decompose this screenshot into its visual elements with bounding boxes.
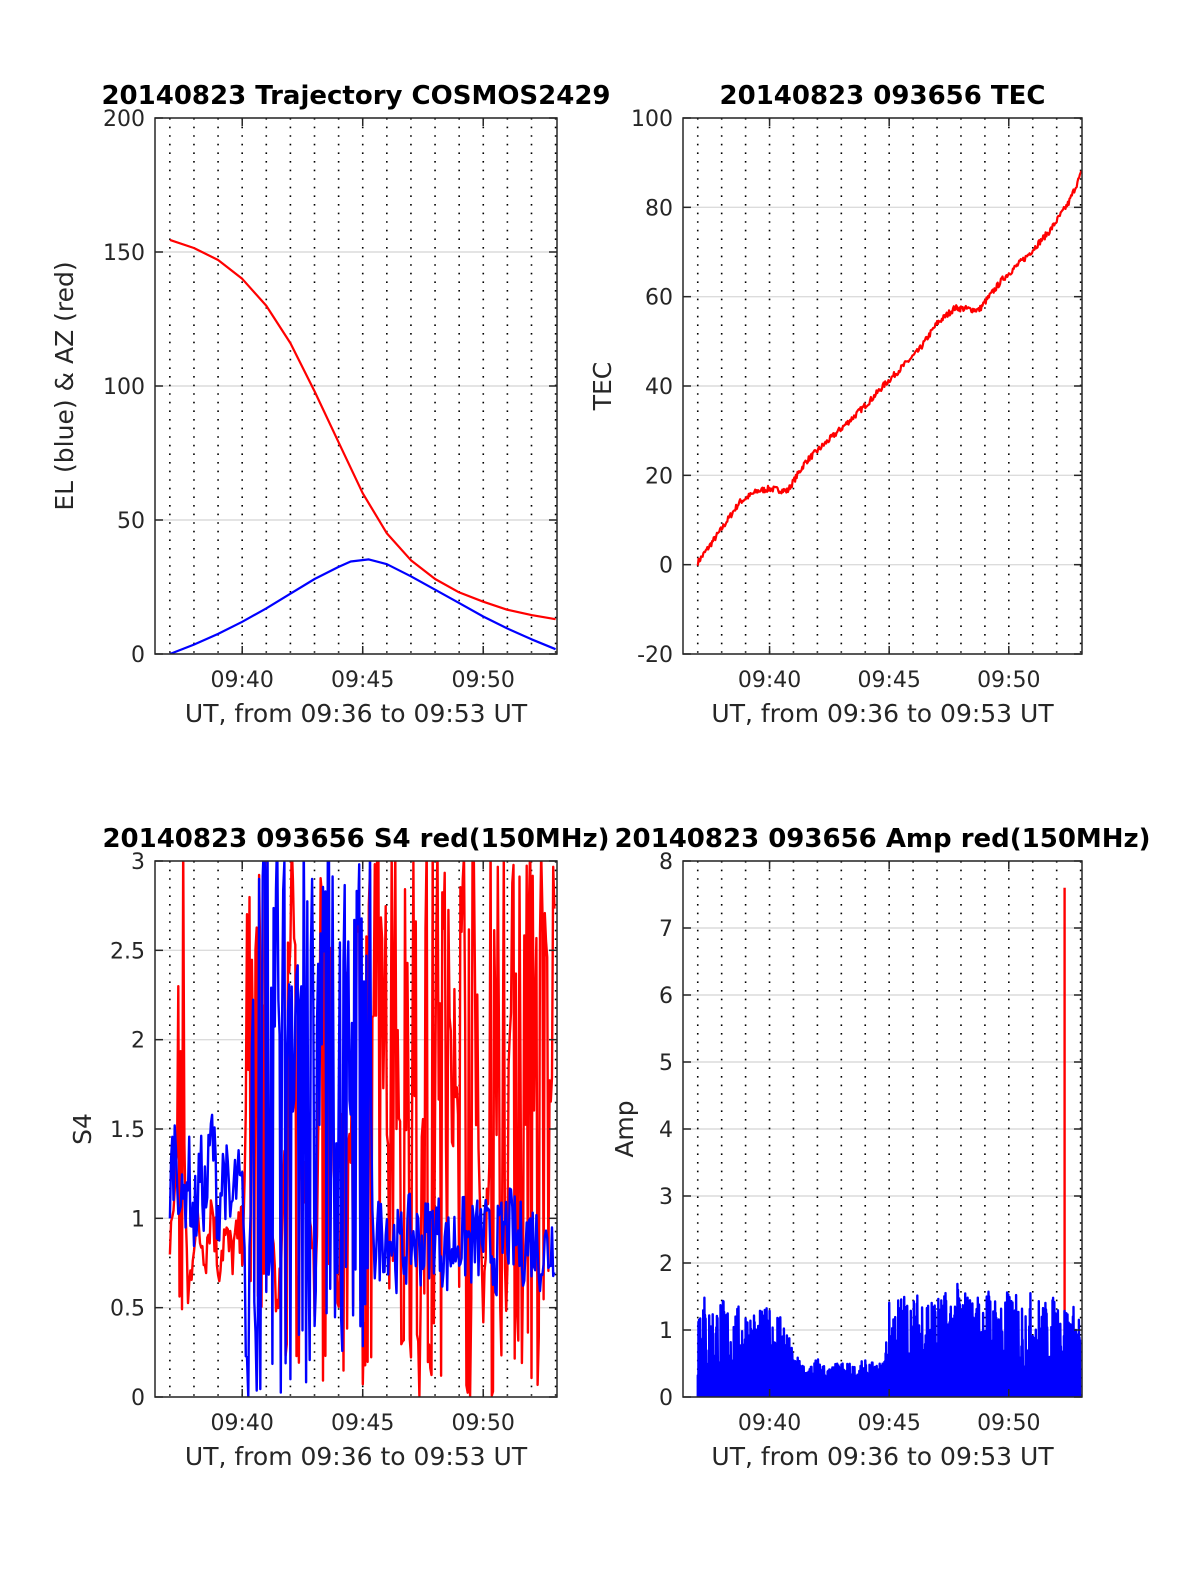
s4-ytick-label: 1.5 — [110, 1118, 145, 1143]
trajectory-series-red-line — [169, 238, 556, 621]
trajectory-plot-area — [169, 238, 557, 654]
s4-xtick-label: 09:40 — [211, 1411, 274, 1436]
trajectory-ytick-label: 150 — [103, 241, 145, 266]
trajectory-xtick-label: 09:45 — [331, 668, 394, 693]
tec-panel: -20 0 20 40 60 80 100 09:40 09:45 09:50 20140823 0… — [588, 81, 1083, 728]
amp-ytick-label: 7 — [659, 917, 673, 942]
tec-ytick-label: 40 — [645, 375, 673, 400]
amp-xtick-label: 09:50 — [977, 1411, 1040, 1436]
tec-ytick-label: -20 — [637, 643, 673, 668]
trajectory-xtick-label: 09:50 — [452, 668, 515, 693]
trajectory-panel: 0 50 100 150 200 09:40 09:45 09:50 20140823 Traj… — [50, 81, 611, 728]
amp-xtick-label: 09:40 — [738, 1411, 801, 1436]
trajectory-ytick-label: 100 — [103, 375, 145, 400]
trajectory-ytick-label: 200 — [103, 107, 145, 132]
tec-ytick-label: 100 — [631, 107, 673, 132]
tec-ylabel: TEC — [588, 362, 617, 412]
amp-xtick-label: 09:45 — [857, 1411, 920, 1436]
tec-xlabel: UT, from 09:36 to 09:53 UT — [711, 699, 1054, 728]
s4-xlabel: UT, from 09:36 to 09:53 UT — [185, 1442, 528, 1471]
s4-ytick-label: 0.5 — [110, 1297, 145, 1322]
trajectory-ytick-label: 0 — [131, 643, 145, 668]
amp-title: 20140823 093656 Amp red(150MHz) — [614, 824, 1150, 854]
tec-xtick-label: 09:50 — [977, 668, 1040, 693]
s4-series-blue-line — [168, 861, 556, 1397]
tec-xtick-label: 09:45 — [857, 668, 920, 693]
amp-ytick-label: 6 — [659, 984, 673, 1009]
tec-plot-area — [696, 170, 1082, 566]
s4-xtick-label: 09:50 — [452, 1411, 515, 1436]
amp-series-blue-line — [696, 1282, 1082, 1397]
tec-xtick-label: 09:40 — [738, 668, 801, 693]
trajectory-series-blue-line — [169, 558, 557, 654]
tec-ytick-label: 60 — [645, 286, 673, 311]
s4-xtick-label: 09:45 — [331, 1411, 394, 1436]
amp-plot-area — [696, 887, 1082, 1397]
tec-ytick-label: 20 — [645, 464, 673, 489]
s4-ytick-label: 1 — [131, 1207, 145, 1232]
trajectory-ylabel: EL (blue) & AZ (red) — [50, 261, 79, 510]
trajectory-xtick-label: 09:40 — [211, 668, 274, 693]
s4-ytick-label: 0 — [131, 1386, 145, 1411]
tec-ytick-label: 80 — [645, 196, 673, 221]
tec-ytick-label: 0 — [659, 554, 673, 579]
s4-plot-area — [168, 861, 556, 1397]
amp-ytick-label: 4 — [659, 1118, 673, 1143]
amp-ytick-label: 3 — [659, 1185, 673, 1210]
amp-ytick-label: 0 — [659, 1386, 673, 1411]
s4-ytick-label: 2 — [131, 1029, 145, 1054]
s4-ytick-label: 2.5 — [110, 939, 145, 964]
amp-ylabel: Amp — [610, 1100, 639, 1157]
amp-ytick-label: 5 — [659, 1051, 673, 1076]
s4-ytick-label: 3 — [131, 850, 145, 875]
trajectory-ytick-label: 50 — [117, 509, 145, 534]
amp-ytick-label: 1 — [659, 1319, 673, 1344]
trajectory-xlabel: UT, from 09:36 to 09:53 UT — [185, 699, 528, 728]
trajectory-title: 20140823 Trajectory COSMOS2429 — [101, 81, 610, 111]
amp-ytick-label: 2 — [659, 1252, 673, 1277]
amp-panel: 0 1 2 3 4 5 6 7 8 09:40 09:45 09:50 20140823 093656 … — [610, 824, 1151, 1471]
amp-ytick-label: 8 — [659, 850, 673, 875]
s4-ylabel: S4 — [68, 1113, 97, 1145]
tec-series-red-line — [696, 170, 1082, 566]
amp-xlabel: UT, from 09:36 to 09:53 UT — [711, 1442, 1054, 1471]
s4-title: 20140823 093656 S4 red(150MHz) — [102, 824, 609, 854]
tec-title: 20140823 093656 TEC — [720, 81, 1046, 111]
s4-panel: 0 0.5 1 1.5 2 2.5 3 09:40 09:45 09:50 20140823 093… — [68, 824, 610, 1471]
